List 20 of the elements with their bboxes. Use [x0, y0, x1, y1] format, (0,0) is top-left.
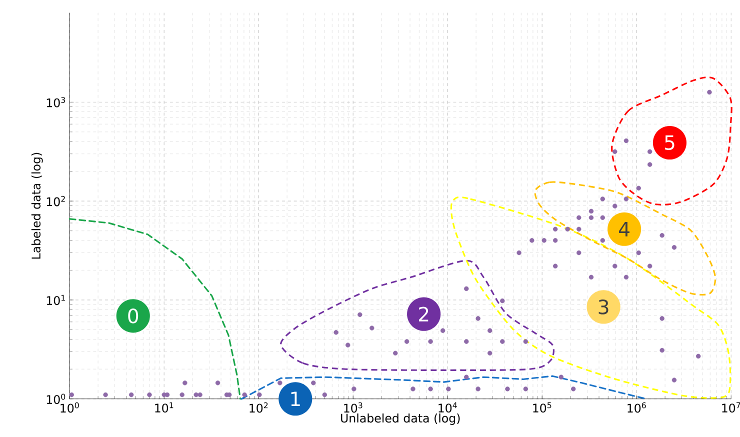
y-tick-label: 10$^{2}$ [46, 196, 65, 206]
x-tick-label: 10$^{2}$ [250, 402, 268, 412]
y-tick-label: 10$^{0}$ [46, 394, 66, 404]
x-tick-label: 10$^{4}$ [438, 402, 457, 412]
annotation: 3 [598, 299, 608, 314]
x-tick-label: 10$^{0}$ [60, 402, 79, 412]
annotation: 5 [664, 135, 674, 150]
x-tick-label: 10$^{3}$ [344, 402, 362, 412]
annotation: 1 [291, 392, 300, 406]
x-tick-label: 10$^{6}$ [628, 402, 646, 412]
y-tick-label: 10$^{3}$ [46, 96, 66, 108]
x-axis-title: Unlabeled data (log) [341, 413, 460, 425]
annotation: 0 [128, 308, 138, 324]
annotation: 2 [418, 306, 428, 322]
y-tick-label: 10$^{1}$ [46, 294, 65, 305]
x-tick-label: 10$^{1}$ [155, 402, 174, 412]
annotation: 4 [619, 222, 630, 236]
x-tick-label: 10$^{5}$ [533, 402, 552, 412]
x-tick-label: 10$^{7}$ [722, 402, 740, 412]
y-axis-title: Labeled data (log) [31, 152, 43, 258]
